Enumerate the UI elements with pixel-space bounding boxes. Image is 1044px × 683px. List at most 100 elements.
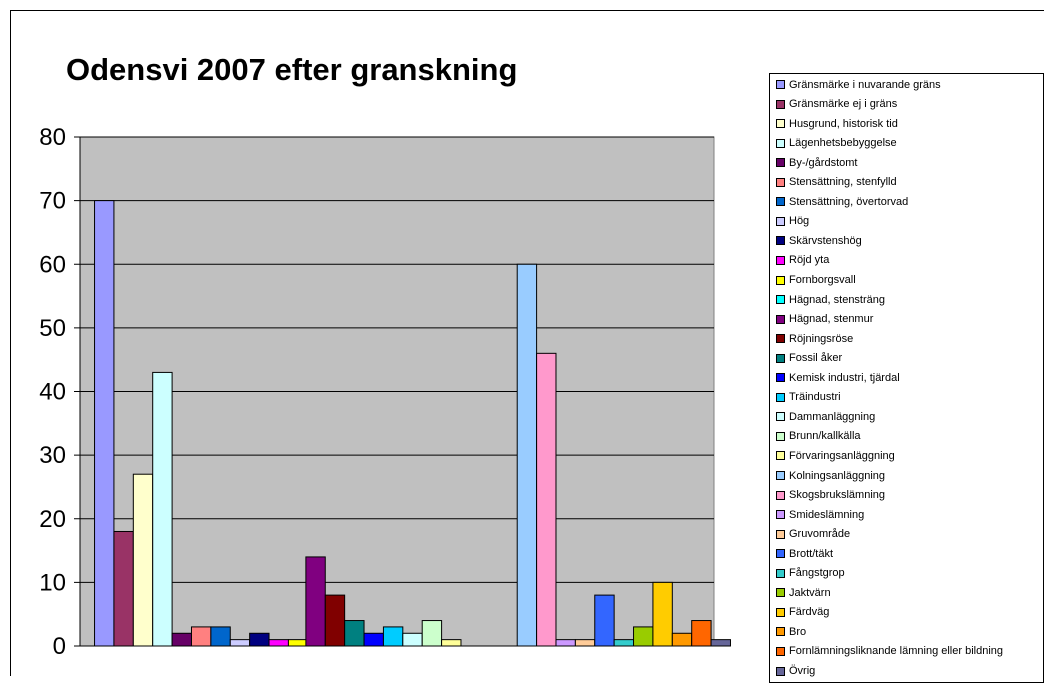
- legend-label: Fornborgsvall: [789, 274, 856, 286]
- bar: [555, 639, 576, 647]
- legend-swatch: [776, 138, 785, 148]
- bar: [324, 594, 346, 647]
- legend-item: Brunn/kallkälla: [776, 427, 861, 446]
- legend-item: Träindustri: [776, 388, 841, 407]
- legend-label: Lägenhetsbebyggelse: [789, 137, 897, 150]
- bar: [691, 620, 712, 647]
- legend-item: Förvaringsanläggning: [776, 446, 895, 465]
- legend-label: Jaktvärn: [789, 586, 831, 599]
- legend-label: Brunn/kallkälla: [789, 430, 861, 443]
- legend-swatch: [776, 510, 785, 520]
- legend-item: Hög: [776, 212, 809, 231]
- bar: [633, 626, 654, 647]
- legend-swatch: [776, 236, 785, 246]
- y-tick-label: 60: [39, 251, 66, 278]
- legend-swatch: [776, 197, 785, 207]
- legend-swatch: [776, 412, 785, 422]
- legend-item: Röjd yta: [776, 251, 829, 270]
- bar: [710, 639, 731, 647]
- bar: [382, 626, 404, 647]
- legend-item: Lägenhetsbebyggelse: [776, 134, 897, 153]
- legend-item: Gränsmärke i nuvarande gräns: [776, 75, 941, 94]
- legend-item: Bro: [776, 622, 806, 641]
- legend-label: Hägnad, stenmur: [789, 313, 874, 326]
- legend-label: Stensättning, stenfylld: [789, 176, 897, 189]
- bar: [652, 581, 673, 647]
- legend-item: Kolningsanläggning: [776, 466, 885, 485]
- legend-label: Färdväg: [789, 606, 830, 619]
- bar: [671, 632, 693, 647]
- legend-item: Färdväg: [776, 603, 829, 622]
- legend-item: Stensättning, övertorvad: [776, 192, 908, 211]
- bar: [210, 626, 231, 647]
- legend-swatch: [776, 275, 785, 285]
- plot-area: 0 10 20 30 40 50 60 70 80: [39, 124, 731, 660]
- legend-label: Gränsmärke i nuvarande gräns: [789, 78, 941, 91]
- chart-frame: [10, 10, 1044, 676]
- y-tick-label: 50: [39, 315, 66, 342]
- legend-item: Fossil åker: [776, 349, 842, 368]
- bar: [132, 473, 154, 647]
- bar: [363, 632, 384, 647]
- legend-swatch: [776, 314, 785, 324]
- bar: [421, 620, 443, 647]
- legend-swatch: [776, 334, 785, 344]
- y-tick-label: 80: [39, 124, 66, 151]
- bar: [344, 620, 365, 647]
- legend-swatch: [776, 80, 785, 89]
- legend-label: Hägnad, stensträng: [789, 293, 886, 306]
- legend-label: Fossil åker: [789, 352, 843, 365]
- legend-label: Gränsmärke ej i gräns: [789, 98, 898, 111]
- legend-swatch: [776, 451, 785, 461]
- bar: [305, 556, 326, 647]
- legend-swatch: [776, 216, 785, 226]
- legend-label: By-/gårdstomt: [789, 156, 858, 169]
- legend-swatch: [776, 607, 785, 617]
- legend-label: Fångstgrop: [789, 567, 845, 580]
- bar: [171, 632, 192, 647]
- legend-label: Övrig: [789, 665, 816, 677]
- legend-swatch: [776, 295, 785, 305]
- legend-label: Stensättning, övertorvad: [789, 195, 909, 208]
- legend-label: Röjd yta: [789, 254, 830, 267]
- legend-swatch: [776, 177, 785, 187]
- legend-swatch: [776, 373, 785, 383]
- legend-item: Brott/täkt: [776, 544, 833, 563]
- legend-swatch: [776, 646, 785, 656]
- legend-label: Smideslämning: [789, 508, 865, 521]
- legend-item: Hägnad, stenmur: [776, 310, 873, 329]
- legend-item: Fornborgsvall: [776, 271, 856, 290]
- legend-label: Fornlämningsliknande lämning eller bildn…: [789, 645, 1004, 658]
- legend-item: Gränsmärke ej i gräns: [776, 95, 897, 114]
- y-tick-label: 0: [53, 633, 66, 660]
- legend-item: By-/gårdstomt: [776, 153, 857, 172]
- legend-swatch: [776, 529, 785, 539]
- legend-label: Kolningsanläggning: [789, 469, 886, 482]
- y-tick-label: 70: [39, 188, 66, 215]
- legend-item: Jaktvärn: [776, 583, 831, 602]
- legend-swatch: [776, 99, 785, 109]
- legend-swatch: [776, 119, 785, 129]
- legend-swatch: [776, 568, 785, 578]
- legend-item: Övrig: [776, 662, 815, 681]
- legend-swatch: [776, 431, 785, 441]
- legend-item: Gruvområde: [776, 525, 850, 544]
- legend-item: Stensättning, stenfylld: [776, 173, 897, 192]
- legend-swatch: [776, 392, 785, 402]
- y-tick-label: 10: [39, 569, 66, 596]
- legend-swatch: [776, 666, 785, 676]
- legend-swatch: [776, 490, 785, 500]
- legend-label: Träindustri: [789, 391, 841, 404]
- legend-item: Skärvstenshög: [776, 231, 862, 250]
- bar: [441, 639, 462, 647]
- bar: [190, 626, 212, 647]
- legend-label: Skärvstenshög: [789, 234, 862, 247]
- legend-label: Husgrund, historisk tid: [789, 117, 898, 130]
- legend-item: Fornlämningsliknande lämning eller bildn…: [776, 642, 1003, 661]
- y-tick-label: 20: [39, 506, 66, 533]
- legend-item: Hägnad, stensträng: [776, 290, 885, 309]
- bar: [113, 530, 134, 647]
- legend-swatch: [776, 549, 785, 559]
- legend-label: Gruvområde: [789, 528, 851, 541]
- chart-title: Odensvi 2007 efter granskning: [66, 52, 518, 87]
